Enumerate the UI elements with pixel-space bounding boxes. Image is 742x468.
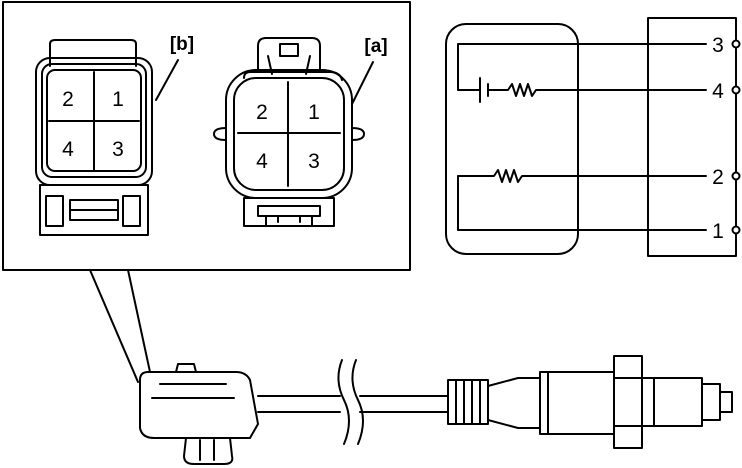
connector-b-pin-4: 4 — [62, 138, 74, 161]
connector-b-pin-3: 3 — [112, 138, 124, 161]
connector-a-label: [a] — [364, 36, 387, 57]
connector-b-pin-1: 1 — [112, 88, 124, 111]
connector-a-pin-4: 4 — [256, 150, 268, 173]
terminal-2-label: 2 — [712, 166, 724, 189]
schematic — [445, 17, 741, 257]
label-b-leader — [155, 59, 179, 101]
label-a-leader — [351, 61, 374, 105]
connector-b — [35, 39, 153, 236]
connector-a-pin-2: 2 — [256, 101, 268, 124]
connector-detail-box — [2, 1, 411, 383]
terminal-4-label: 4 — [712, 80, 724, 103]
connector-a-pin-3: 3 — [308, 150, 320, 173]
connector-b-label: [b] — [170, 34, 194, 55]
oxygen-sensor-assembly — [139, 355, 733, 465]
terminal-1-label: 1 — [712, 220, 724, 243]
connector-b-pin-2: 2 — [62, 88, 74, 111]
connector-a — [213, 37, 365, 227]
terminal-3-label: 3 — [712, 34, 724, 57]
connector-a-pin-1: 1 — [308, 101, 320, 124]
